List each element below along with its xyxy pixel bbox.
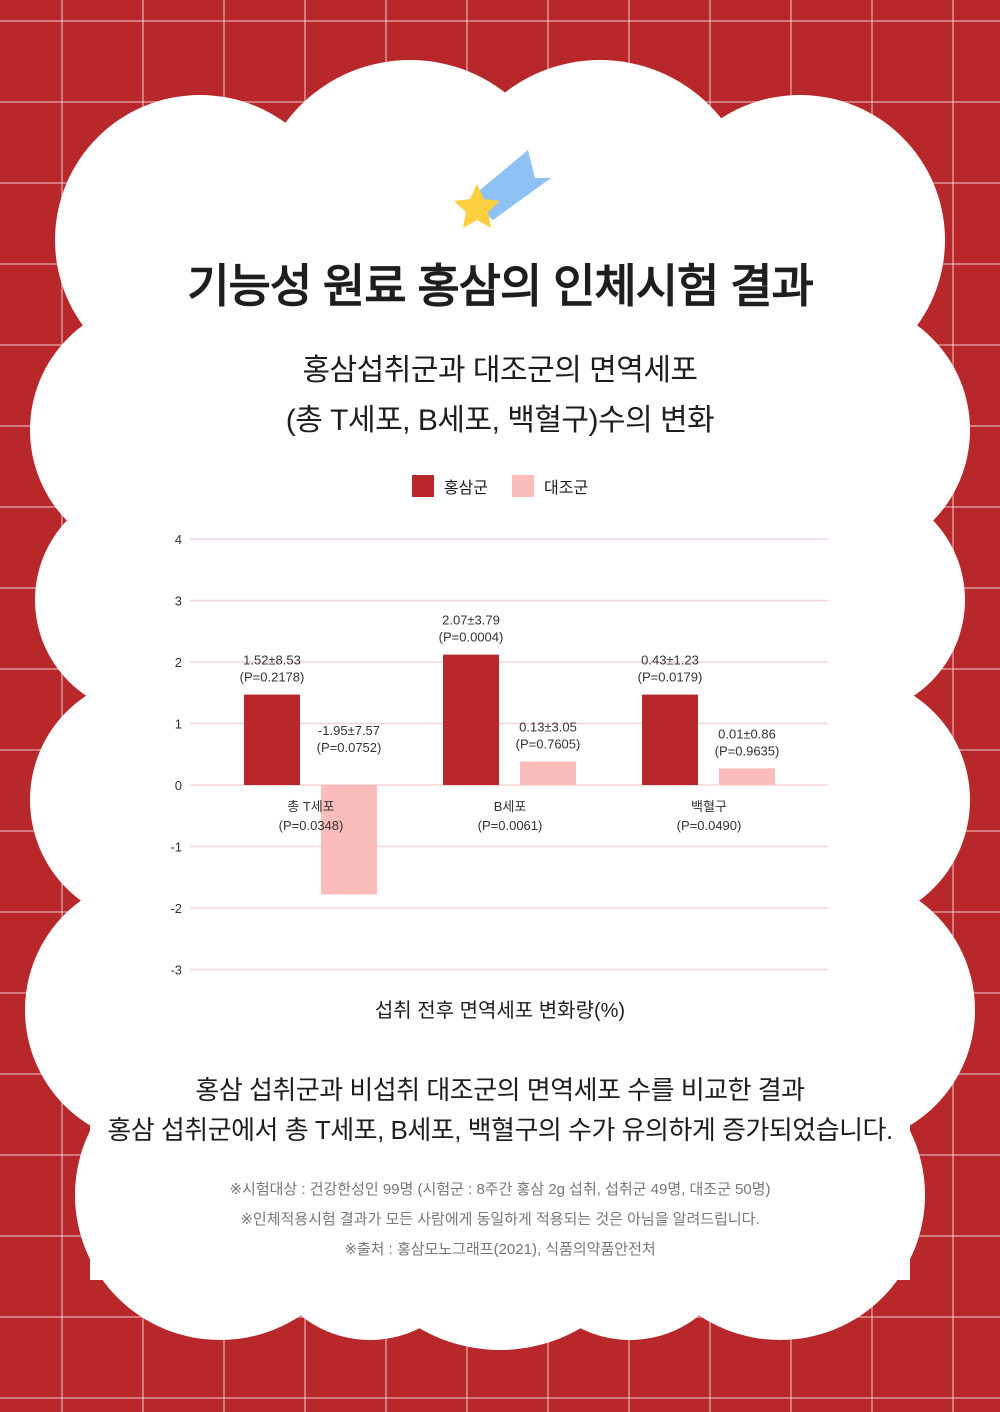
y-tick-label: 2 bbox=[175, 655, 182, 670]
footnote-source: ※출처 : 홍삼모노그래프(2021), 식품의약품안전처 bbox=[344, 1241, 656, 1258]
data-label: 0.13±3.05 bbox=[519, 720, 577, 735]
x-tick-pvalue: (P=0.0061) bbox=[478, 818, 543, 833]
data-label: (P=0.2178) bbox=[240, 670, 305, 685]
subtitle-line-2: (총 T세포, B세포, 백혈구)수의 변화 bbox=[285, 404, 715, 437]
data-label: 2.07±3.79 bbox=[442, 613, 500, 628]
data-label: (P=0.9635) bbox=[715, 743, 780, 758]
data-label: -1.95±7.57 bbox=[318, 723, 380, 738]
bar bbox=[719, 768, 775, 785]
bar bbox=[244, 694, 300, 785]
y-tick-label: 0 bbox=[175, 778, 182, 793]
bar bbox=[443, 654, 499, 785]
y-tick-label: -1 bbox=[170, 840, 182, 855]
x-tick-pvalue: (P=0.0348) bbox=[279, 818, 344, 833]
x-tick-label: B세포 bbox=[494, 799, 527, 814]
shooting-star-icon bbox=[454, 150, 551, 228]
bar bbox=[321, 785, 377, 895]
legend-item-red-ginseng: 홍삼군 bbox=[411, 474, 488, 498]
data-label: (P=0.0004) bbox=[439, 630, 504, 645]
data-label: (P=0.7605) bbox=[516, 737, 581, 752]
footnote-subjects: ※시험대상 : 건강한성인 99명 (시험군 : 8주간 홍삼 2g 섭취, 섭… bbox=[229, 1181, 771, 1198]
x-tick-label: 백혈구 bbox=[691, 799, 727, 814]
bar bbox=[520, 761, 576, 785]
chart-legend: 홍삼군 대조군 bbox=[0, 474, 1000, 498]
page-title: 기능성 원료 홍삼의 인체시험 결과 bbox=[187, 260, 814, 312]
data-label: 0.43±1.23 bbox=[641, 653, 699, 668]
y-tick-label: -2 bbox=[170, 901, 182, 916]
y-tick-label: 3 bbox=[175, 594, 182, 609]
result-summary: 홍삼 섭취군과 비섭취 대조군의 면역세포 수를 비교한 결과 홍삼 섭취군에서… bbox=[0, 1070, 1000, 1150]
legend-swatch-control bbox=[512, 475, 534, 497]
data-label: (P=0.0179) bbox=[638, 670, 703, 685]
footnote-disclaimer: ※인체적용시험 결과가 모든 사람에게 동일하게 적용되는 것은 아님을 알려드… bbox=[240, 1211, 760, 1228]
y-tick-label: 1 bbox=[175, 717, 182, 732]
footnotes: ※시험대상 : 건강한성인 99명 (시험군 : 8주간 홍삼 2g 섭취, 섭… bbox=[0, 1175, 1000, 1265]
x-axis-label: 섭취 전후 면역세포 변화량(%) bbox=[374, 1000, 626, 1022]
summary-line-1: 홍삼 섭취군과 비섭취 대조군의 면역세포 수를 비교한 결과 bbox=[195, 1075, 805, 1105]
legend-label-control: 대조군 bbox=[544, 480, 589, 497]
chart-subtitle: 홍삼섭취군과 대조군의 면역세포 (총 T세포, B세포, 백혈구)수의 변화 bbox=[0, 346, 1000, 446]
bar bbox=[642, 694, 698, 785]
x-tick-label: 총 T세포 bbox=[287, 799, 334, 814]
summary-line-2: 홍삼 섭취군에서 총 T세포, B세포, 백혈구의 수가 유의하게 증가되었습니… bbox=[107, 1115, 893, 1145]
y-tick-label: -3 bbox=[170, 963, 182, 978]
legend-item-control: 대조군 bbox=[512, 474, 588, 498]
y-tick-label: 4 bbox=[175, 532, 182, 547]
bar-chart: 4 3 2 1 0 -1 -2 -3 1.52±8.53 (P=0.2178) 2.07±3.79 (… bbox=[170, 532, 828, 978]
subtitle-line-1: 홍삼섭취군과 대조군의 면역세포 bbox=[302, 354, 698, 387]
x-tick-pvalue: (P=0.0490) bbox=[677, 818, 742, 833]
data-label: 1.52±8.53 bbox=[243, 653, 301, 668]
legend-swatch-red-ginseng bbox=[411, 475, 434, 497]
legend-label-red-ginseng: 홍삼군 bbox=[443, 480, 488, 497]
data-label: 0.01±0.86 bbox=[718, 726, 776, 741]
data-label: (P=0.0752) bbox=[317, 740, 382, 755]
